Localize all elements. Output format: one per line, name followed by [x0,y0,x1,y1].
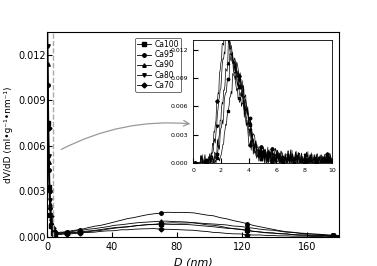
Line: Ca90: Ca90 [46,63,341,238]
Ca100 [271,231,275,234]
Ca95 [45,84,50,87]
Ca90 [46,125,51,128]
Ca100 [45,121,50,124]
Ca90 [337,235,342,238]
Ca100 [132,224,136,227]
Ca90 [106,225,110,228]
Ca95 [271,228,275,231]
Ca80 [138,224,143,227]
Ca80 [46,56,50,59]
Ca95 [46,139,51,143]
Ca90 [46,75,50,78]
Ca95 [337,234,342,237]
Ca80 [112,227,116,230]
Ca95 [132,216,136,219]
Line: Ca80: Ca80 [46,44,341,238]
Ca80 [54,235,59,238]
Line: Ca95: Ca95 [46,83,341,238]
Line: Ca100: Ca100 [46,121,341,238]
Ca100 [330,235,335,238]
Ca70 [132,228,136,231]
Ca90 [330,235,335,238]
Ca70 [56,233,61,236]
Ca80 [57,232,62,235]
Line: Ca70: Ca70 [46,0,341,238]
Ca95 [56,231,61,234]
Ca100 [106,227,110,230]
Ca80 [337,234,342,237]
Ca90 [271,232,275,235]
Ca80 [277,230,282,233]
Ca100 [46,129,50,132]
Ca100 [56,232,61,235]
Ca100 [337,234,342,238]
Ca90 [56,231,61,234]
Ca70 [46,4,50,7]
Ca80 [46,115,51,118]
Ca95 [46,92,50,95]
Ca70 [271,234,275,237]
Y-axis label: dV/dD (ml•g⁻¹•nm⁻¹): dV/dD (ml•g⁻¹•nm⁻¹) [3,86,12,182]
Ca70 [106,229,110,232]
Ca70 [317,235,322,238]
Ca80 [45,44,50,48]
Ca100 [46,163,51,166]
Ca90 [45,63,50,66]
Legend: Ca100, Ca95, Ca90, Ca80, Ca70: Ca100, Ca95, Ca90, Ca80, Ca70 [135,38,181,92]
Ca70 [337,235,342,238]
Ca95 [106,222,110,225]
X-axis label: D (nm): D (nm) [174,257,213,266]
Ca70 [46,78,51,82]
Ca90 [132,222,136,225]
